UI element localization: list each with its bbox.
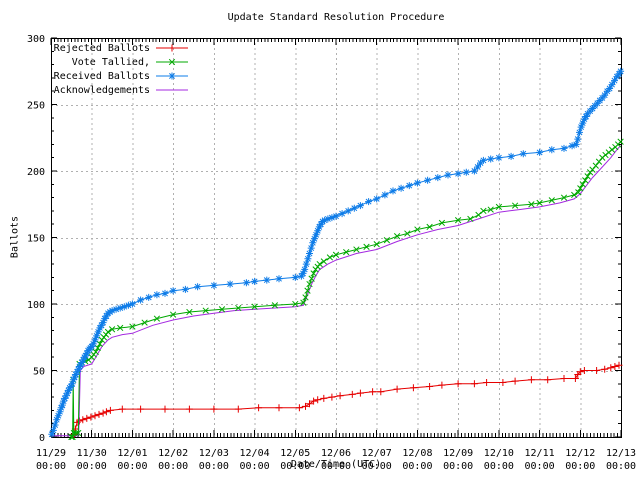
svg-text:00:00: 00:00 (280, 461, 310, 472)
legend-item-acknowledgements: Acknowledgements (53, 83, 189, 97)
legend-item-vote-tallied: Vote Tallied, (53, 55, 189, 69)
series-received-ballots (48, 67, 625, 438)
svg-text:00:00: 00:00 (402, 461, 432, 472)
svg-text:00:00: 00:00 (565, 461, 595, 472)
svg-text:0: 0 (39, 433, 45, 444)
svg-text:00:00: 00:00 (606, 461, 636, 472)
gridlines (51, 38, 621, 437)
svg-text:00:00: 00:00 (36, 461, 66, 472)
y-axis-label: Ballots (9, 215, 21, 259)
svg-text:11/29: 11/29 (36, 448, 66, 459)
svg-text:00:00: 00:00 (158, 461, 188, 472)
svg-text:12/04: 12/04 (240, 448, 270, 459)
svg-text:00:00: 00:00 (199, 461, 229, 472)
legend-item-received-ballots: Received Ballots (53, 69, 189, 83)
legend-item-rejected-ballots: Rejected Ballots (53, 41, 189, 55)
svg-text:12/01: 12/01 (117, 448, 147, 459)
svg-text:300: 300 (27, 34, 45, 45)
svg-text:00:00: 00:00 (117, 461, 147, 472)
svg-text:200: 200 (27, 167, 45, 178)
legend-label-acknowledgements: Acknowledgements (53, 84, 150, 96)
svg-text:12/13: 12/13 (606, 448, 636, 459)
legend-sample-star-marker-icon (156, 72, 188, 80)
svg-text:11/30: 11/30 (77, 448, 107, 459)
legend-label-vote-tallied: Vote Tallied, (71, 56, 150, 68)
svg-text:12/06: 12/06 (321, 448, 351, 459)
legend-sample-line-icon (156, 89, 188, 91)
legend-sample-plus-marker-icon (156, 44, 188, 52)
svg-text:00:00: 00:00 (443, 461, 473, 472)
svg-text:00:00: 00:00 (362, 461, 392, 472)
svg-text:100: 100 (27, 300, 45, 311)
svg-text:50: 50 (33, 367, 45, 378)
plot-border (51, 38, 622, 438)
svg-text:00:00: 00:00 (484, 461, 514, 472)
tick-labels: 11/29 00:00 11/30 00:00 12/01 00:00 12/02 00:00… (27, 34, 636, 472)
legend-sample-cross-marker-icon (156, 58, 188, 66)
legend-label-received-ballots: Received Ballots (53, 70, 150, 82)
svg-text:12/08: 12/08 (402, 448, 432, 459)
svg-text:12/10: 12/10 (484, 448, 514, 459)
legend-label-rejected-ballots: Rejected Ballots (53, 42, 150, 54)
svg-text:150: 150 (27, 234, 45, 245)
chart-title: Update Standard Resolution Procedure (227, 12, 445, 23)
svg-text:00:00: 00:00 (525, 461, 555, 472)
svg-text:00:00: 00:00 (240, 461, 270, 472)
svg-text:00:00: 00:00 (77, 461, 107, 472)
series-vote-tallied (68, 138, 624, 441)
axis-ticks (50, 37, 622, 438)
svg-text:12/09: 12/09 (443, 448, 473, 459)
svg-text:12/07: 12/07 (362, 448, 392, 459)
x-axis-label: Date/Time (UTC) (290, 459, 382, 470)
legend: Rejected Ballots Vote Tallied, Received … (53, 41, 189, 97)
svg-text:12/12: 12/12 (565, 448, 595, 459)
svg-text:00:00: 00:00 (321, 461, 351, 472)
svg-text:12/03: 12/03 (199, 448, 229, 459)
svg-text:250: 250 (27, 101, 45, 112)
svg-text:12/05: 12/05 (280, 448, 310, 459)
svg-text:12/11: 12/11 (525, 448, 555, 459)
svg-text:12/02: 12/02 (158, 448, 188, 459)
